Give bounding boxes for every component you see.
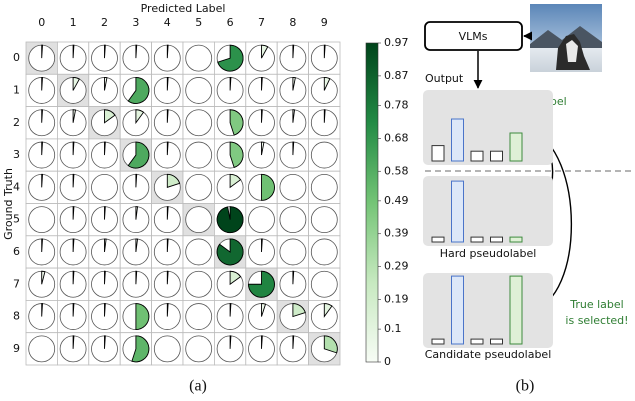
colorbar-tick-label: 0.29 xyxy=(384,260,409,273)
cell-circle xyxy=(29,336,55,362)
cell-circle xyxy=(249,207,275,233)
prob-bar xyxy=(471,151,483,161)
colorbar-tick-label: 0.1 xyxy=(384,322,402,335)
colorbar-tick-label: 0.68 xyxy=(384,131,409,144)
cell-circle xyxy=(186,142,212,168)
cell-circle xyxy=(92,174,118,200)
x-tick-label: 3 xyxy=(132,16,139,29)
prob-bar xyxy=(491,237,503,242)
cell-circle xyxy=(186,110,212,136)
cell-circle xyxy=(311,239,337,265)
input-image xyxy=(530,4,602,72)
output-panel xyxy=(423,176,553,246)
wedge xyxy=(217,207,243,233)
x-tick-label: 0 xyxy=(38,16,45,29)
x-tick-label: 6 xyxy=(227,16,234,29)
y-tick-label: 7 xyxy=(13,277,20,290)
y-tick-label: 3 xyxy=(13,148,20,161)
x-tick-label: 5 xyxy=(195,16,202,29)
panel-caption: Hard pseudolabel xyxy=(440,247,537,260)
prob-bar xyxy=(491,339,503,344)
cell-circle xyxy=(186,239,212,265)
y-tick-label: 4 xyxy=(13,180,20,193)
x-tick-label: 7 xyxy=(258,16,265,29)
y-tick-label: 0 xyxy=(13,51,20,64)
x-tick-label: 4 xyxy=(164,16,171,29)
panel-caption: Candidate pseudolabel xyxy=(425,348,552,361)
cell-circle xyxy=(311,174,337,200)
colorbar-tick-label: 0.58 xyxy=(384,164,409,177)
prob-bar xyxy=(510,133,522,161)
figure: Predicted Label Ground Truth VLMs Output… xyxy=(0,0,635,401)
x-tick-label: 1 xyxy=(70,16,77,29)
colorbar-tick-label: 0 xyxy=(384,355,391,368)
cell-circle xyxy=(311,207,337,233)
prob-bar xyxy=(491,151,503,161)
prob-bar xyxy=(510,237,522,242)
cell-circle xyxy=(154,336,180,362)
prob-bar xyxy=(471,339,483,344)
panel-label: (b) xyxy=(516,378,535,395)
prob-bar xyxy=(510,276,522,344)
prob-bar xyxy=(432,237,444,242)
cell-circle xyxy=(29,207,55,233)
colorbar-tick-label: 0.19 xyxy=(384,293,409,306)
cell-circle xyxy=(186,77,212,103)
cell-circle xyxy=(186,207,212,233)
cell-circle xyxy=(186,174,212,200)
y-tick-label: 2 xyxy=(13,116,20,129)
colorbar-tick-label: 0.39 xyxy=(384,227,409,240)
colorbar-tick-label: 0.87 xyxy=(384,69,409,82)
model-label: VLMs xyxy=(459,30,488,43)
cell-circle xyxy=(186,336,212,362)
prob-bar xyxy=(452,276,464,344)
y-axis-title: Ground Truth xyxy=(2,168,15,240)
prob-bar xyxy=(471,237,483,242)
cell-circle xyxy=(186,304,212,330)
cell-circle xyxy=(280,174,306,200)
cell-circle xyxy=(280,239,306,265)
selected-note: is selected! xyxy=(565,314,628,327)
cell-circle xyxy=(311,271,337,297)
y-tick-label: 8 xyxy=(13,310,20,323)
prob-bar xyxy=(452,181,464,242)
cell-circle xyxy=(311,142,337,168)
output-label: Output xyxy=(425,72,464,85)
y-tick-label: 6 xyxy=(13,245,20,258)
colorbar-tick-label: 0.78 xyxy=(384,98,409,111)
panel-label: (a) xyxy=(189,378,207,395)
cell-circle xyxy=(186,45,212,71)
x-tick-label: 2 xyxy=(101,16,108,29)
prob-bar xyxy=(432,146,444,161)
x-axis-title: Predicted Label xyxy=(141,2,226,15)
prob-bar xyxy=(432,339,444,344)
prob-bar xyxy=(452,119,464,161)
y-tick-label: 1 xyxy=(13,83,20,96)
y-tick-label: 9 xyxy=(13,342,20,355)
colorbar xyxy=(366,43,378,362)
x-tick-label: 8 xyxy=(289,16,296,29)
y-tick-label: 5 xyxy=(13,213,20,226)
colorbar-tick-label: 0.49 xyxy=(384,194,409,207)
selected-note: True label xyxy=(569,298,623,311)
cell-circle xyxy=(186,271,212,297)
output-panel xyxy=(423,273,553,348)
x-tick-label: 9 xyxy=(321,16,328,29)
colorbar-tick-label: 0.97 xyxy=(384,36,409,49)
cell-circle xyxy=(280,207,306,233)
